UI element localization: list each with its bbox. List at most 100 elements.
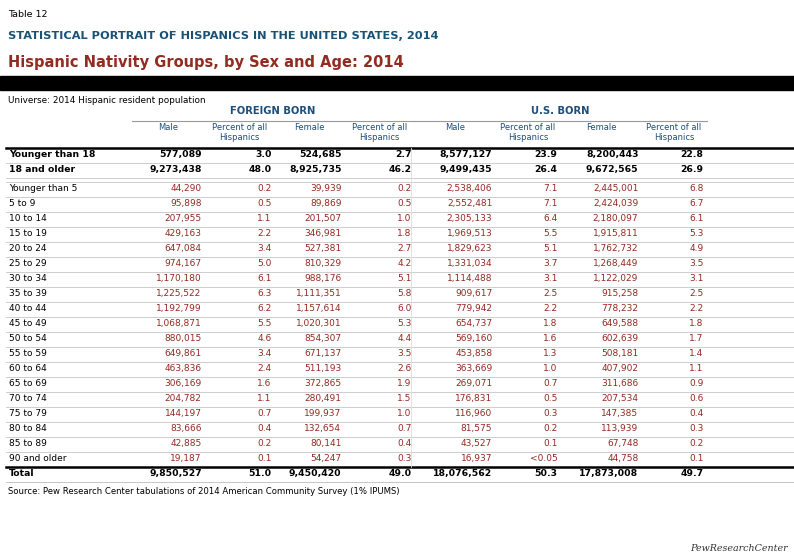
Text: 6.1: 6.1 bbox=[257, 274, 272, 283]
Text: 453,858: 453,858 bbox=[455, 349, 492, 358]
Text: 5 to 9: 5 to 9 bbox=[9, 199, 35, 208]
Text: 649,588: 649,588 bbox=[601, 319, 638, 328]
Text: U.S. BORN: U.S. BORN bbox=[531, 106, 590, 116]
Text: 779,942: 779,942 bbox=[455, 304, 492, 313]
Text: 1,225,522: 1,225,522 bbox=[156, 289, 202, 298]
Text: 0.2: 0.2 bbox=[689, 439, 703, 448]
Text: 511,193: 511,193 bbox=[304, 364, 341, 373]
Text: 89,869: 89,869 bbox=[310, 199, 341, 208]
Text: 2.7: 2.7 bbox=[395, 150, 411, 159]
Text: 1,111,351: 1,111,351 bbox=[295, 289, 341, 298]
Text: 39,939: 39,939 bbox=[310, 184, 341, 193]
Text: 2,424,039: 2,424,039 bbox=[593, 199, 638, 208]
Text: 0.9: 0.9 bbox=[689, 379, 703, 388]
Text: 4.6: 4.6 bbox=[257, 334, 272, 343]
Text: 1,192,799: 1,192,799 bbox=[156, 304, 202, 313]
Text: 18 and older: 18 and older bbox=[9, 165, 75, 174]
Text: 199,937: 199,937 bbox=[304, 409, 341, 418]
Text: 7.1: 7.1 bbox=[543, 199, 557, 208]
Text: 429,163: 429,163 bbox=[164, 229, 202, 238]
Text: 4.9: 4.9 bbox=[689, 244, 703, 253]
Text: 3.7: 3.7 bbox=[543, 259, 557, 268]
Text: 22.8: 22.8 bbox=[680, 150, 703, 159]
Text: 5.3: 5.3 bbox=[397, 319, 411, 328]
Text: 4.4: 4.4 bbox=[397, 334, 411, 343]
Text: 15 to 19: 15 to 19 bbox=[9, 229, 47, 238]
Text: FOREIGN BORN: FOREIGN BORN bbox=[230, 106, 316, 116]
Text: PewResearchCenter: PewResearchCenter bbox=[690, 544, 788, 553]
Text: 1,068,871: 1,068,871 bbox=[156, 319, 202, 328]
Text: 1,829,623: 1,829,623 bbox=[447, 244, 492, 253]
Text: 1.6: 1.6 bbox=[257, 379, 272, 388]
Text: 1.8: 1.8 bbox=[397, 229, 411, 238]
Text: 0.7: 0.7 bbox=[397, 424, 411, 433]
Text: 6.4: 6.4 bbox=[543, 214, 557, 223]
Text: 1.7: 1.7 bbox=[689, 334, 703, 343]
Text: 50 to 54: 50 to 54 bbox=[9, 334, 47, 343]
Text: 9,850,527: 9,850,527 bbox=[149, 469, 202, 478]
Text: 6.3: 6.3 bbox=[257, 289, 272, 298]
Text: 201,507: 201,507 bbox=[304, 214, 341, 223]
Text: 2.2: 2.2 bbox=[543, 304, 557, 313]
Text: 880,015: 880,015 bbox=[164, 334, 202, 343]
Text: 5.8: 5.8 bbox=[397, 289, 411, 298]
Text: 0.3: 0.3 bbox=[543, 409, 557, 418]
Text: 3.5: 3.5 bbox=[689, 259, 703, 268]
Text: 113,939: 113,939 bbox=[601, 424, 638, 433]
Text: 0.7: 0.7 bbox=[257, 409, 272, 418]
Text: 3.4: 3.4 bbox=[257, 349, 272, 358]
Text: 43,527: 43,527 bbox=[461, 439, 492, 448]
Text: 8,577,127: 8,577,127 bbox=[440, 150, 492, 159]
Text: 0.4: 0.4 bbox=[689, 409, 703, 418]
Text: Table 12: Table 12 bbox=[8, 10, 48, 19]
Text: 0.4: 0.4 bbox=[257, 424, 272, 433]
Text: 2,445,001: 2,445,001 bbox=[593, 184, 638, 193]
Text: 147,385: 147,385 bbox=[601, 409, 638, 418]
Text: 0.5: 0.5 bbox=[257, 199, 272, 208]
Text: 407,902: 407,902 bbox=[601, 364, 638, 373]
Text: 0.5: 0.5 bbox=[543, 394, 557, 403]
Text: Source: Pew Research Center tabulations of 2014 American Community Survey (1% IP: Source: Pew Research Center tabulations … bbox=[8, 487, 399, 496]
Text: 671,137: 671,137 bbox=[304, 349, 341, 358]
Text: 132,654: 132,654 bbox=[304, 424, 341, 433]
Text: 647,084: 647,084 bbox=[164, 244, 202, 253]
Text: 70 to 74: 70 to 74 bbox=[9, 394, 47, 403]
Text: 75 to 79: 75 to 79 bbox=[9, 409, 47, 418]
Text: 5.1: 5.1 bbox=[397, 274, 411, 283]
Text: 909,617: 909,617 bbox=[455, 289, 492, 298]
Text: 18,076,562: 18,076,562 bbox=[434, 469, 492, 478]
Text: 1,114,488: 1,114,488 bbox=[447, 274, 492, 283]
Text: 2.4: 2.4 bbox=[257, 364, 272, 373]
Text: 45 to 49: 45 to 49 bbox=[9, 319, 46, 328]
Text: 1,331,034: 1,331,034 bbox=[447, 259, 492, 268]
Text: Percent of all
Hispanics: Percent of all Hispanics bbox=[500, 123, 556, 142]
Text: 50.3: 50.3 bbox=[534, 469, 557, 478]
Text: 6.7: 6.7 bbox=[689, 199, 703, 208]
Text: 2,305,133: 2,305,133 bbox=[447, 214, 492, 223]
Text: 5.5: 5.5 bbox=[543, 229, 557, 238]
Text: 83,666: 83,666 bbox=[170, 424, 202, 433]
Text: 204,782: 204,782 bbox=[165, 394, 202, 403]
Text: 0.6: 0.6 bbox=[689, 394, 703, 403]
Text: 6.0: 6.0 bbox=[397, 304, 411, 313]
Text: 2,538,406: 2,538,406 bbox=[447, 184, 492, 193]
Text: 5.1: 5.1 bbox=[543, 244, 557, 253]
Text: Hispanic Nativity Groups, by Sex and Age: 2014: Hispanic Nativity Groups, by Sex and Age… bbox=[8, 55, 403, 70]
Text: 7.1: 7.1 bbox=[543, 184, 557, 193]
Text: 2,552,481: 2,552,481 bbox=[447, 199, 492, 208]
Text: 1,762,732: 1,762,732 bbox=[593, 244, 638, 253]
Text: 2.2: 2.2 bbox=[689, 304, 703, 313]
Text: 207,955: 207,955 bbox=[164, 214, 202, 223]
Text: 0.2: 0.2 bbox=[257, 184, 272, 193]
Text: 3.4: 3.4 bbox=[257, 244, 272, 253]
Text: 363,669: 363,669 bbox=[455, 364, 492, 373]
Text: 269,071: 269,071 bbox=[455, 379, 492, 388]
Text: 49.0: 49.0 bbox=[388, 469, 411, 478]
Text: Total: Total bbox=[9, 469, 34, 478]
Text: Male: Male bbox=[445, 123, 465, 132]
Text: 0.1: 0.1 bbox=[257, 454, 272, 463]
Text: 25 to 29: 25 to 29 bbox=[9, 259, 46, 268]
Text: 144,197: 144,197 bbox=[164, 409, 202, 418]
Text: 649,861: 649,861 bbox=[164, 349, 202, 358]
Text: Percent of all
Hispanics: Percent of all Hispanics bbox=[212, 123, 268, 142]
